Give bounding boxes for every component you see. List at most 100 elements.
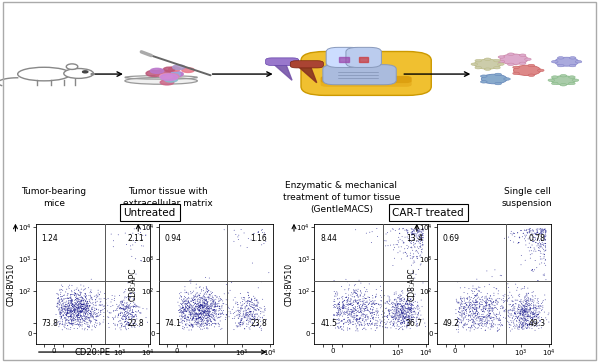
Point	[178, 303, 187, 308]
Point	[136, 226, 146, 232]
Point	[199, 308, 209, 314]
Point	[219, 312, 228, 317]
Point	[477, 296, 487, 302]
Point	[192, 317, 202, 323]
Point	[119, 312, 129, 317]
Point	[480, 309, 489, 315]
Point	[95, 292, 104, 298]
Point	[521, 306, 531, 312]
Point	[195, 323, 205, 328]
Point	[189, 308, 198, 314]
Circle shape	[498, 63, 504, 66]
Point	[398, 310, 407, 316]
Point	[250, 296, 259, 302]
Point	[373, 308, 382, 314]
Point	[82, 314, 92, 320]
Point	[509, 230, 519, 236]
Point	[349, 317, 359, 323]
Point	[110, 315, 120, 320]
Point	[220, 317, 230, 323]
Point	[501, 307, 511, 313]
Point	[131, 309, 140, 315]
Point	[370, 312, 379, 317]
Point	[355, 303, 364, 308]
Point	[334, 301, 344, 307]
Point	[456, 303, 465, 309]
Point	[539, 255, 549, 261]
Point	[525, 248, 534, 254]
Point	[129, 313, 139, 319]
Point	[75, 305, 85, 311]
Point	[198, 324, 208, 329]
Point	[512, 323, 522, 329]
Point	[510, 316, 520, 321]
Point	[494, 322, 503, 328]
Point	[368, 315, 377, 321]
Point	[389, 311, 399, 317]
Point	[208, 298, 218, 304]
Point	[398, 226, 407, 232]
Point	[399, 299, 409, 304]
Point	[116, 309, 126, 315]
Point	[252, 311, 262, 317]
Point	[191, 310, 201, 316]
Point	[394, 319, 403, 324]
Point	[358, 327, 367, 332]
Point	[465, 310, 474, 315]
Point	[188, 305, 198, 311]
Circle shape	[165, 74, 179, 79]
Point	[74, 301, 84, 307]
Point	[347, 303, 357, 308]
Point	[65, 282, 74, 288]
Point	[481, 304, 491, 310]
Point	[391, 315, 401, 320]
Point	[62, 312, 71, 317]
Point	[373, 308, 383, 314]
Point	[116, 310, 125, 316]
Point	[416, 236, 425, 242]
Point	[504, 307, 514, 313]
Point	[494, 317, 504, 323]
Point	[530, 307, 539, 313]
Point	[531, 305, 540, 311]
Point	[122, 311, 131, 317]
Point	[247, 296, 256, 302]
Point	[400, 314, 410, 320]
Point	[110, 298, 119, 303]
Point	[127, 324, 137, 330]
Point	[175, 319, 184, 325]
Point	[209, 304, 219, 310]
Point	[68, 304, 77, 310]
Point	[536, 303, 546, 309]
Point	[536, 244, 546, 250]
Point	[486, 292, 495, 298]
Point	[398, 304, 407, 310]
Point	[336, 319, 346, 324]
Point	[357, 312, 367, 318]
Point	[495, 312, 505, 318]
Point	[515, 299, 524, 304]
Point	[503, 318, 513, 324]
Point	[83, 309, 92, 315]
Y-axis label: CD8:APC: CD8:APC	[129, 268, 138, 301]
Point	[520, 294, 530, 300]
Point	[209, 307, 219, 313]
Point	[180, 294, 189, 299]
Point	[83, 303, 93, 309]
Point	[247, 296, 256, 302]
Point	[253, 307, 263, 313]
Point	[363, 313, 373, 319]
Point	[462, 307, 471, 312]
Point	[403, 306, 412, 312]
Point	[191, 315, 201, 321]
Point	[181, 309, 191, 315]
Point	[110, 321, 120, 327]
Point	[471, 302, 481, 308]
Circle shape	[91, 73, 95, 75]
Point	[138, 237, 147, 243]
Point	[183, 298, 193, 304]
Point	[86, 320, 95, 326]
Point	[468, 317, 477, 323]
Point	[119, 307, 129, 312]
Point	[477, 316, 487, 321]
